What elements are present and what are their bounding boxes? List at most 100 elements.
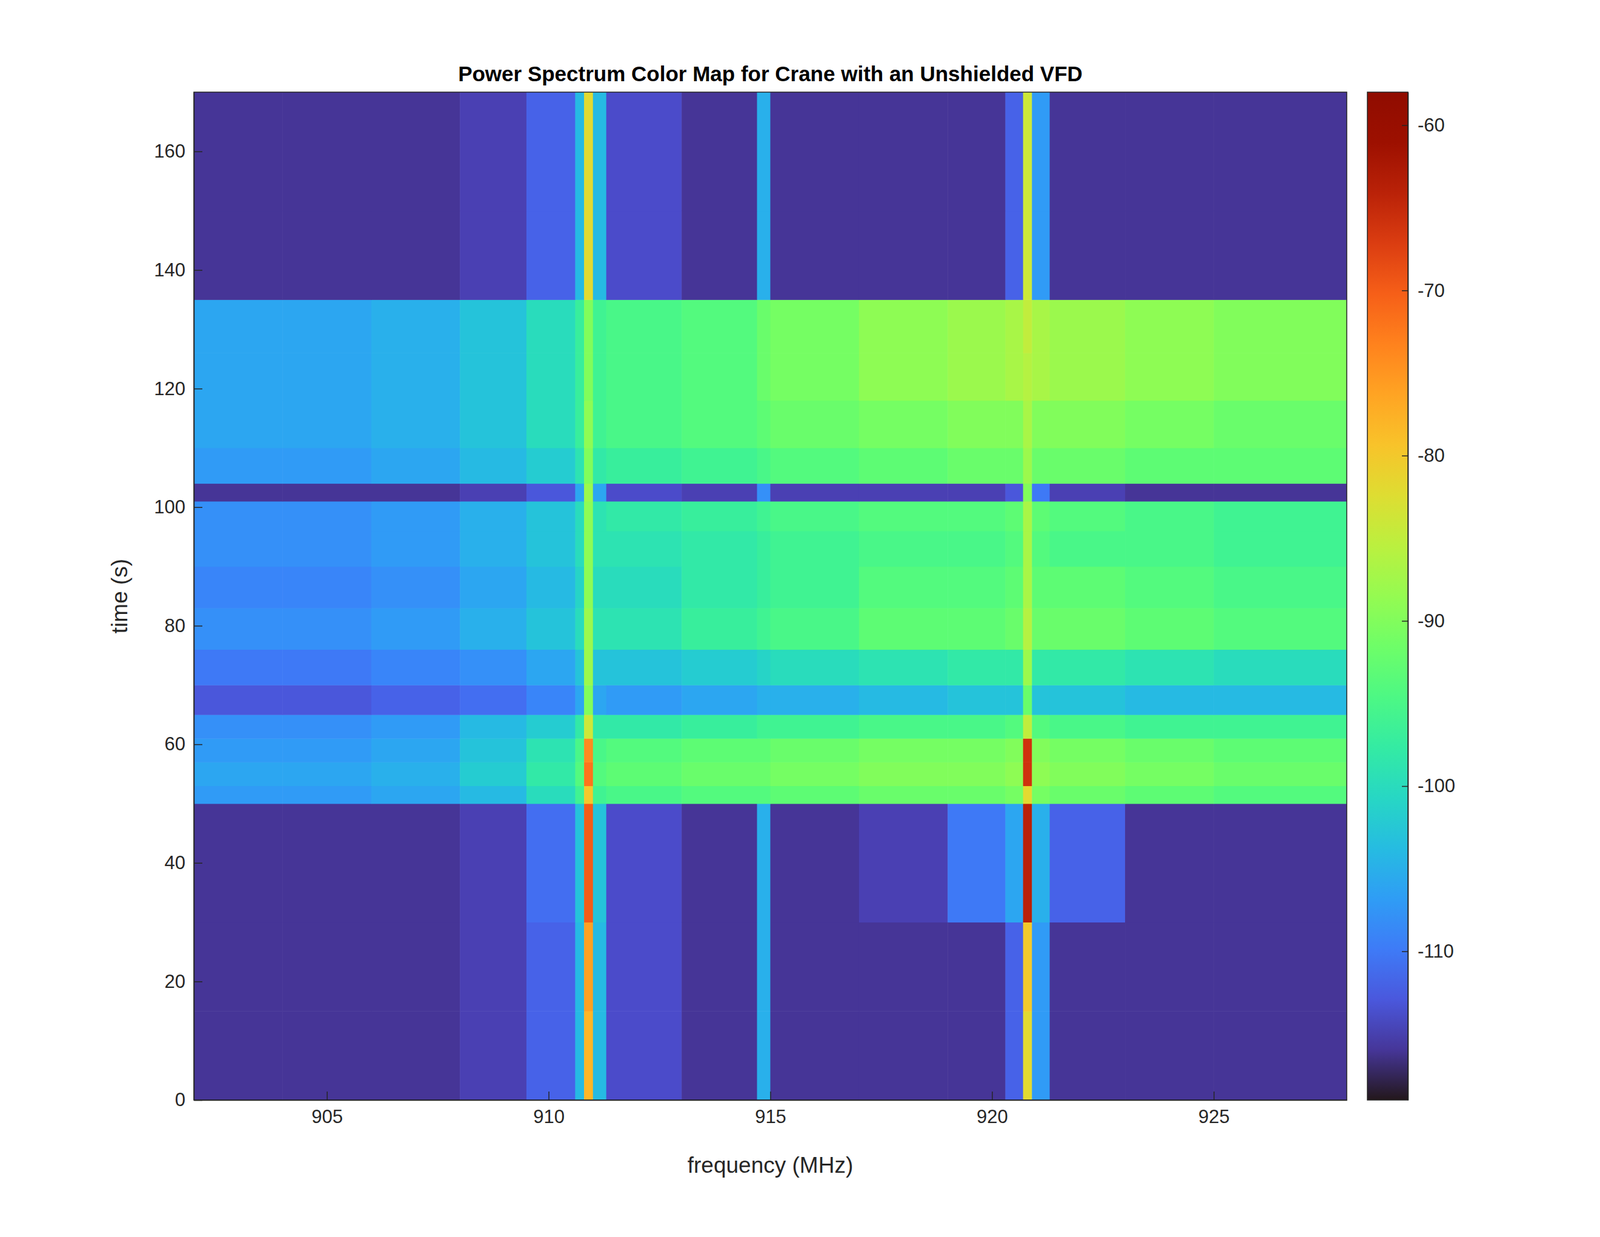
cell [606,501,683,531]
cell [1031,483,1050,502]
cell [1031,922,1050,1012]
cell [584,92,594,211]
cell [193,352,283,401]
cell [1005,684,1024,715]
cell [1049,92,1126,211]
cell [947,566,1006,609]
tick-mark [1401,290,1408,292]
x-axis: 905910915920925 [194,1091,1348,1127]
cell [681,684,758,715]
cell [757,761,771,786]
cell [371,922,461,1012]
cell [770,400,860,449]
cell [1023,922,1033,1012]
cell [1213,352,1347,401]
cell [1023,299,1033,354]
cell [371,299,461,354]
cell [282,447,372,484]
cell [371,607,461,650]
cell [282,210,372,300]
cell [593,1010,607,1100]
cell [574,785,585,804]
cell [606,607,683,650]
cell [574,447,585,484]
cell [193,299,283,354]
cell [193,607,283,650]
tick: 60 [164,733,203,755]
cell [371,714,461,739]
cell [1213,566,1347,609]
cell [584,1010,594,1100]
cell [770,92,860,211]
tick-mark [193,862,203,864]
cell [593,447,607,484]
cell [681,299,758,354]
cell [282,483,372,502]
cell [1125,352,1215,401]
cell [526,501,576,531]
cell [574,737,585,763]
tick-label: 0 [175,1088,186,1110]
tick-mark [1401,124,1408,127]
cell [1031,785,1050,804]
cell [459,299,527,354]
cell [1005,501,1024,531]
cell [282,92,372,211]
cell [1049,803,1126,923]
cell [371,530,461,567]
tick-label: 160 [153,140,186,162]
cell [757,92,771,211]
cell [1005,400,1024,449]
cell [1005,530,1024,567]
cell [1031,803,1050,923]
cell [1023,501,1033,531]
cell [947,447,1006,484]
cell [1125,447,1215,484]
cell [1049,447,1126,484]
cell [770,922,860,1012]
cell [947,714,1006,739]
cell [1049,714,1126,739]
tick-label: 910 [533,1105,565,1127]
cell [1125,761,1215,786]
cell [459,92,527,211]
cell [459,352,527,401]
cell [1023,566,1033,609]
tick-mark [193,743,203,746]
cell [526,922,576,1012]
cell [859,761,949,786]
cell [1005,352,1024,401]
tick-label: -90 [1417,610,1445,632]
cell [757,1010,771,1100]
cell [757,684,771,715]
tick: -110 [1401,940,1454,962]
cell [1005,483,1024,502]
cell [770,761,860,786]
tick: 925 [1198,1091,1230,1127]
cell [770,447,860,484]
tick-mark [991,1091,993,1100]
cell [193,400,283,449]
cell [947,922,1006,1012]
cell [606,352,683,401]
cell [459,447,527,484]
cell [459,566,527,609]
cell [371,352,461,401]
cell [1213,501,1347,531]
cell [1213,761,1347,786]
cell [574,299,585,354]
cell [1031,761,1050,786]
cell [681,92,758,211]
cell [193,92,283,211]
cell [593,607,607,650]
cell [574,922,585,1012]
cell [681,803,758,923]
cell [593,400,607,449]
cell [282,607,372,650]
cell [1023,400,1033,449]
cell [193,530,283,567]
tick-label: -70 [1417,279,1445,302]
cell [1125,210,1215,300]
cell [593,299,607,354]
tick-label: -60 [1417,114,1445,136]
